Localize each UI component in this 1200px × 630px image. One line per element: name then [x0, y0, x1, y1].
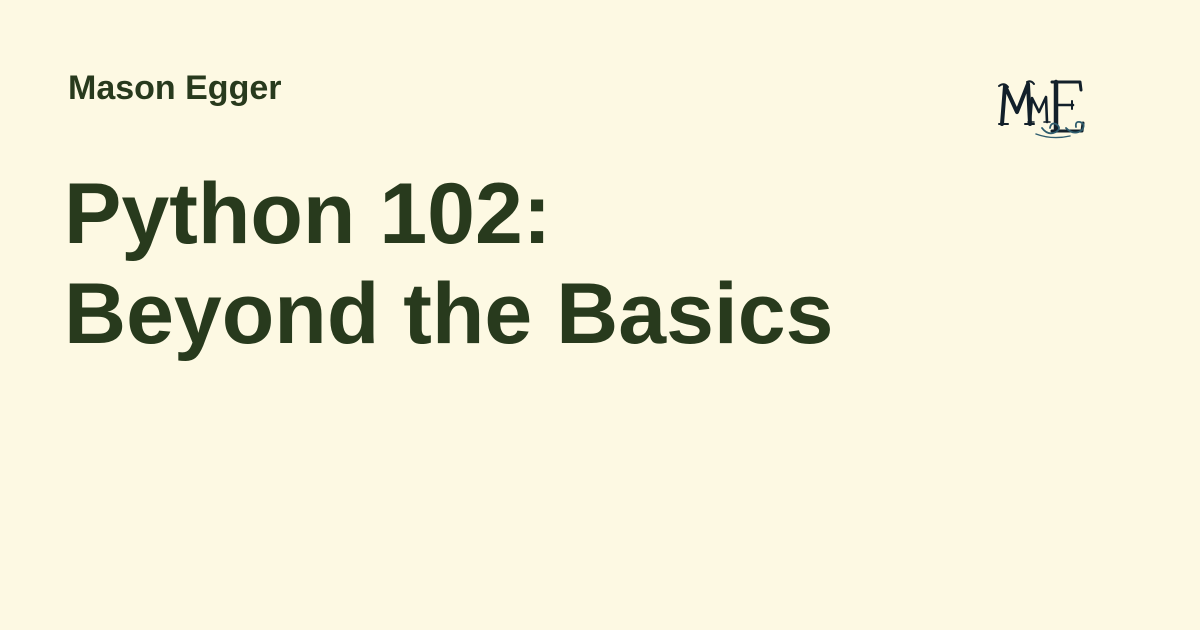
title-line-2: Beyond the Basics [64, 266, 834, 362]
page-title: Python 102: Beyond the Basics [64, 164, 833, 364]
title-line-1: Python 102: [64, 166, 552, 262]
monogram-logo-icon [996, 74, 1088, 140]
author-name: Mason Egger [68, 69, 282, 107]
